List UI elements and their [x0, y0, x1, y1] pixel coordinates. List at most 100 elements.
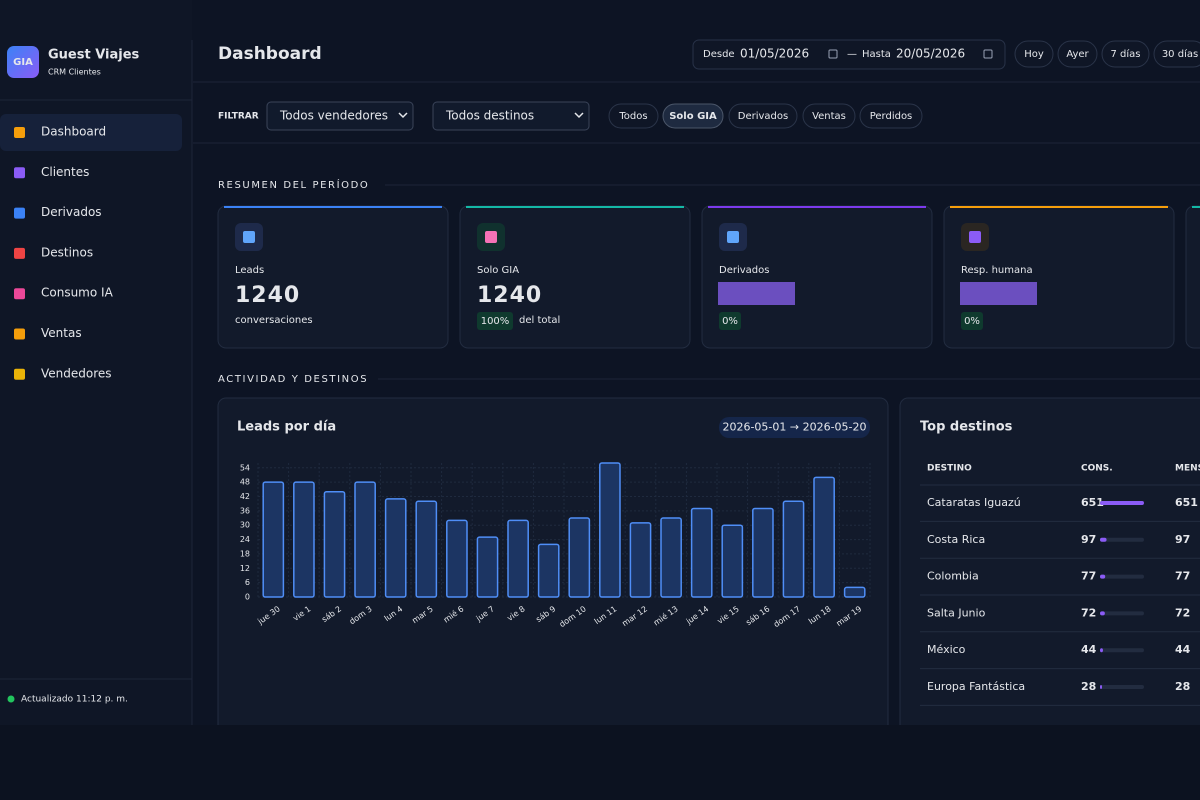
- cons-track: [1100, 685, 1144, 689]
- section-heading: ACTIVIDAD Y DESTINOS: [218, 374, 368, 385]
- filter-chip[interactable]: [802, 103, 856, 129]
- logo-text: GIA: [13, 57, 33, 68]
- range-button[interactable]: [1057, 40, 1098, 68]
- bar[interactable]: [568, 517, 591, 598]
- y-tick-label: 48: [240, 478, 250, 487]
- bar[interactable]: [843, 586, 866, 598]
- destination-name: Costa Rica: [927, 533, 985, 546]
- chart-title: Leads por día: [237, 420, 336, 435]
- mens-value: 651: [1175, 496, 1198, 509]
- nav-label: Ventas: [41, 326, 82, 340]
- select-chevron: [398, 112, 408, 119]
- filter-chip[interactable]: [608, 103, 659, 129]
- nav-icon: [14, 288, 25, 300]
- filter-chip-label: Solo GIA: [669, 111, 717, 122]
- nav-icon: [14, 328, 25, 340]
- cons-bar: [1100, 501, 1144, 505]
- filter-label: FILTRAR: [218, 112, 259, 122]
- card-icon: [485, 231, 497, 243]
- filter-chip[interactable]: [728, 103, 798, 129]
- bar[interactable]: [384, 498, 407, 598]
- bar[interactable]: [752, 507, 774, 598]
- bar[interactable]: [629, 522, 652, 598]
- date-label: Desde: [703, 49, 735, 60]
- calendar-icon[interactable]: [983, 49, 993, 59]
- card-label: Derivados: [719, 265, 769, 276]
- filter-chip-label: Derivados: [738, 111, 788, 122]
- column-header: DESTINO: [927, 464, 972, 474]
- cons-bar: [1100, 648, 1103, 653]
- card-value-placeholder: [718, 282, 795, 305]
- bar[interactable]: [721, 524, 744, 598]
- bar[interactable]: [660, 517, 682, 598]
- card-note: conversaciones: [235, 315, 313, 326]
- bar[interactable]: [599, 462, 621, 598]
- select-value: Todos vendedores: [279, 109, 388, 123]
- status-text: Actualizado 11:12 p. m.: [21, 695, 128, 705]
- cons-value: 72: [1081, 606, 1096, 619]
- cons-bar: [1100, 611, 1105, 616]
- nav-label: Destinos: [41, 245, 93, 259]
- bar[interactable]: [537, 543, 560, 598]
- bar[interactable]: [262, 481, 285, 598]
- card-value: 1240: [235, 283, 300, 308]
- card-icon: [727, 231, 739, 243]
- chart-subtitle: 2026-05-01 → 2026-05-20: [722, 421, 866, 434]
- select[interactable]: [266, 101, 414, 131]
- cons-value: 651: [1081, 496, 1104, 509]
- table-title: Top destinos: [920, 420, 1013, 435]
- card-badge: [961, 312, 983, 330]
- status-dot: [7, 695, 15, 703]
- section-heading: RESUMEN DEL PERÍODO: [218, 178, 369, 191]
- date-input: 20/05/2026: [896, 47, 965, 61]
- bar[interactable]: [476, 536, 499, 598]
- range-button-label: Hoy: [1024, 49, 1044, 60]
- chart-subtitle-chip: [719, 417, 870, 438]
- select[interactable]: [432, 101, 590, 131]
- cons-value: 77: [1081, 570, 1096, 583]
- column-header: CONS.: [1081, 464, 1113, 474]
- filter-chip-label: Perdidos: [870, 111, 913, 122]
- card-badge: [719, 312, 741, 330]
- range-button-label: Ayer: [1066, 49, 1089, 60]
- filter-chip[interactable]: [662, 103, 724, 129]
- bar[interactable]: [782, 500, 805, 598]
- filter-chip[interactable]: [859, 103, 923, 129]
- nav-icon: [14, 207, 25, 219]
- card-icon: [969, 231, 981, 243]
- calendar-icon[interactable]: [828, 49, 838, 59]
- bar[interactable]: [415, 500, 438, 598]
- bar[interactable]: [813, 476, 835, 598]
- summary-card: [1185, 205, 1200, 349]
- card-note: del total: [519, 315, 560, 326]
- bar[interactable]: [323, 490, 346, 598]
- card-badge-text: 0%: [722, 316, 738, 327]
- destination-name: Colombia: [927, 570, 979, 583]
- nav-item-active[interactable]: [0, 114, 182, 151]
- bar[interactable]: [507, 519, 529, 598]
- range-button[interactable]: [1153, 40, 1200, 68]
- date-range-box[interactable]: [692, 39, 1006, 70]
- y-tick-label: 12: [240, 564, 250, 573]
- logo[interactable]: [7, 46, 39, 78]
- column-header: MENS: [1175, 464, 1200, 474]
- y-tick-label: 30: [240, 521, 250, 530]
- filter-chip-label: Todos: [618, 111, 647, 122]
- bar[interactable]: [690, 507, 713, 598]
- range-button[interactable]: [1014, 40, 1054, 68]
- page-bottom: [0, 725, 1200, 800]
- mens-value: 97: [1175, 533, 1190, 546]
- bar[interactable]: [446, 519, 468, 598]
- y-tick-label: 24: [240, 535, 250, 544]
- card-value-placeholder: [960, 282, 1037, 305]
- bar[interactable]: [293, 481, 315, 598]
- mens-value: 28: [1175, 680, 1190, 693]
- card-value: 1240: [477, 283, 542, 308]
- cons-track: [1100, 574, 1144, 579]
- cons-value: 97: [1081, 533, 1096, 546]
- card-icon: [243, 231, 255, 243]
- range-button[interactable]: [1101, 40, 1150, 68]
- bar[interactable]: [354, 481, 376, 598]
- brand: Guest Viajes: [48, 48, 140, 63]
